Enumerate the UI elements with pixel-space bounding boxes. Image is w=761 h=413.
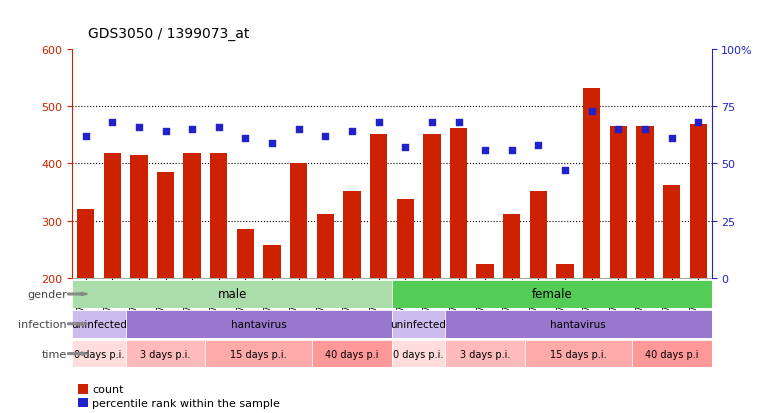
Bar bbox=[392, 310, 445, 338]
Text: 15 days p.i.: 15 days p.i. bbox=[231, 349, 287, 359]
Bar bbox=[636, 127, 654, 393]
Text: 3 days p.i.: 3 days p.i. bbox=[460, 349, 511, 359]
Point bbox=[426, 119, 438, 126]
Point bbox=[639, 126, 651, 133]
Text: uninfected: uninfected bbox=[390, 319, 447, 329]
Bar bbox=[423, 134, 441, 393]
Bar bbox=[632, 340, 712, 368]
Text: GDS3050 / 1399073_at: GDS3050 / 1399073_at bbox=[88, 27, 249, 41]
Bar bbox=[78, 398, 88, 408]
Text: hantavirus: hantavirus bbox=[550, 319, 607, 329]
Point bbox=[506, 147, 518, 154]
Point bbox=[240, 135, 252, 142]
Point bbox=[479, 147, 492, 154]
Bar bbox=[126, 310, 392, 338]
Text: 40 days p.i: 40 days p.i bbox=[325, 349, 379, 359]
Bar bbox=[130, 155, 148, 393]
Point bbox=[586, 108, 598, 115]
Text: 3 days p.i.: 3 days p.i. bbox=[140, 349, 191, 359]
Bar bbox=[450, 128, 467, 393]
Text: hantavirus: hantavirus bbox=[231, 319, 287, 329]
Point bbox=[612, 126, 624, 133]
Bar bbox=[126, 340, 205, 368]
Bar bbox=[392, 280, 712, 308]
Bar bbox=[72, 340, 126, 368]
Point bbox=[320, 133, 332, 140]
Text: uninfected: uninfected bbox=[71, 319, 127, 329]
Bar bbox=[210, 154, 228, 393]
Bar bbox=[610, 127, 627, 393]
Bar bbox=[689, 125, 707, 393]
Text: male: male bbox=[218, 288, 247, 301]
Bar bbox=[290, 164, 307, 393]
Bar bbox=[530, 191, 547, 393]
Bar bbox=[445, 310, 712, 338]
Bar bbox=[312, 340, 392, 368]
Text: time: time bbox=[42, 349, 67, 359]
Point bbox=[107, 119, 119, 126]
Bar bbox=[583, 88, 600, 393]
Bar bbox=[72, 310, 126, 338]
Bar bbox=[392, 340, 445, 368]
Point bbox=[693, 119, 705, 126]
Bar bbox=[183, 154, 201, 393]
Point bbox=[559, 168, 571, 174]
Text: 15 days p.i.: 15 days p.i. bbox=[550, 349, 607, 359]
Bar bbox=[317, 214, 334, 393]
Bar bbox=[525, 340, 632, 368]
Text: 40 days p.i: 40 days p.i bbox=[645, 349, 699, 359]
Point bbox=[186, 126, 199, 133]
Text: count: count bbox=[92, 384, 124, 394]
Bar bbox=[157, 173, 174, 393]
Text: 0 days p.i.: 0 days p.i. bbox=[393, 349, 444, 359]
Bar bbox=[72, 280, 392, 308]
Bar bbox=[103, 154, 121, 393]
Bar bbox=[396, 199, 414, 393]
Text: gender: gender bbox=[27, 289, 67, 299]
Bar bbox=[78, 384, 88, 394]
Text: percentile rank within the sample: percentile rank within the sample bbox=[92, 398, 280, 408]
Text: female: female bbox=[531, 288, 572, 301]
Point bbox=[453, 119, 465, 126]
Bar bbox=[663, 186, 680, 393]
Bar bbox=[370, 134, 387, 393]
Bar bbox=[263, 245, 281, 393]
Bar bbox=[77, 210, 94, 393]
Text: 0 days p.i.: 0 days p.i. bbox=[74, 349, 124, 359]
Bar bbox=[503, 214, 521, 393]
Point bbox=[346, 128, 358, 135]
Point bbox=[533, 142, 545, 149]
Point bbox=[666, 135, 678, 142]
Bar bbox=[205, 340, 312, 368]
Bar bbox=[476, 265, 494, 393]
Bar bbox=[556, 265, 574, 393]
Point bbox=[213, 124, 225, 131]
Bar bbox=[237, 230, 254, 393]
Point bbox=[293, 126, 305, 133]
Bar bbox=[343, 191, 361, 393]
Point bbox=[400, 145, 412, 151]
Point bbox=[266, 140, 279, 147]
Point bbox=[373, 119, 385, 126]
Point bbox=[80, 133, 92, 140]
Point bbox=[160, 128, 172, 135]
Point bbox=[133, 124, 145, 131]
Text: infection: infection bbox=[18, 319, 67, 329]
Bar bbox=[445, 340, 525, 368]
